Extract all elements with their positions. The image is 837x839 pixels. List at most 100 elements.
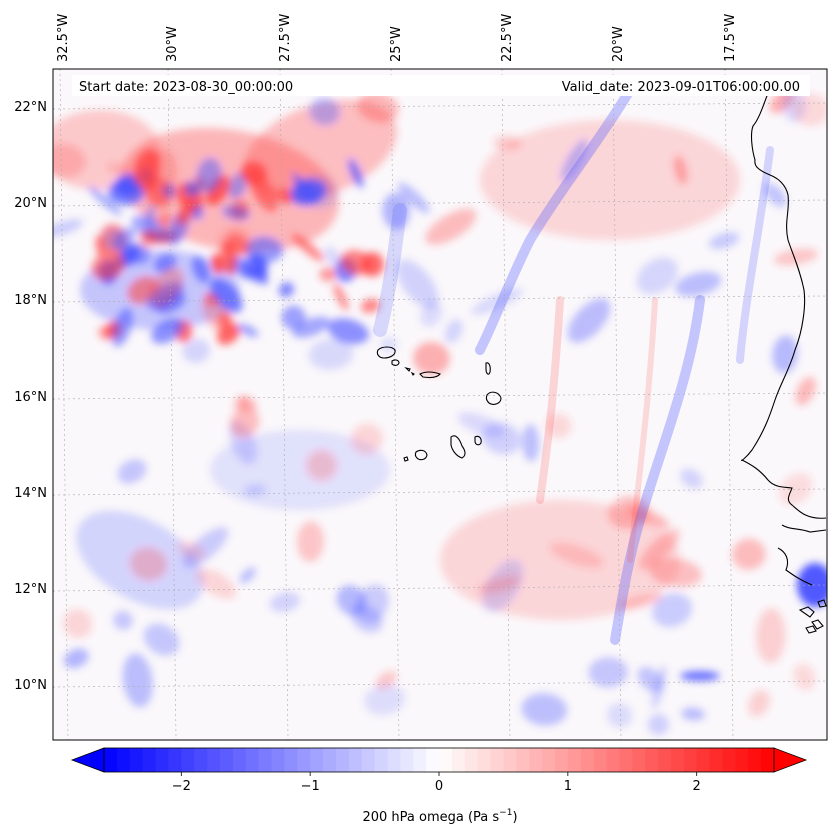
omega-streak [610, 295, 705, 645]
colorbar-step [670, 748, 685, 772]
omega-contour [567, 298, 611, 343]
omega-contour [764, 183, 787, 208]
omega-contour [201, 297, 236, 338]
colorbar-step [748, 748, 762, 772]
omega-contour [674, 155, 688, 185]
omega-contour [143, 623, 180, 656]
omega-contour [493, 135, 522, 151]
lat-label-12n: 12°N [14, 582, 47, 597]
omega-contour [206, 175, 230, 206]
omega-contour [221, 204, 250, 221]
omega-contour [192, 256, 210, 283]
colorbar-step [761, 748, 775, 772]
omega-contour [521, 693, 568, 726]
colorbar-step [335, 748, 350, 772]
colorbar: −2 −1 0 1 2 200 hPa omega (Pa s−1) [70, 747, 808, 825]
omega-contour [364, 684, 406, 716]
lat-label-18n: 18°N [14, 293, 47, 308]
omega-contour [647, 713, 669, 736]
cape-verde-santo-antao [376, 346, 396, 359]
colorbar-extend-low [70, 747, 105, 773]
omega-contour [773, 248, 818, 266]
colorbar-step [310, 748, 324, 772]
omega-contour [327, 318, 369, 345]
africa-coastline [741, 87, 827, 519]
lon-label-27-5w: 27.5°W [278, 14, 293, 62]
omega-contour [355, 584, 389, 623]
omega-streak [373, 203, 407, 337]
colorbar-step [658, 748, 672, 772]
gridlines [53, 69, 827, 740]
colorbar-step [284, 748, 298, 772]
colorbar-step [477, 748, 492, 772]
omega-contour [211, 253, 224, 274]
omega-contour [296, 521, 324, 562]
colorbar-step [104, 748, 118, 772]
omega-contour [545, 413, 572, 439]
colorbar-step [464, 748, 479, 772]
omega-contour [756, 608, 786, 664]
omega-contour [308, 338, 354, 370]
omega-contour [151, 318, 184, 344]
colorbar-step [323, 748, 337, 772]
map-frame [52, 68, 828, 741]
omega-contour [122, 653, 153, 708]
colorbar-step [645, 748, 659, 772]
omega-contour [210, 278, 243, 313]
lon-label-25w: 25°W [389, 26, 404, 62]
colorbar-step [580, 748, 595, 772]
cape-verde-sao-nicolau [419, 371, 441, 379]
omega-contour [797, 563, 827, 607]
colorbar-step [232, 748, 247, 772]
omega-contour [177, 540, 205, 561]
omega-contour [748, 690, 770, 717]
omega-contour [111, 308, 133, 347]
gridline-meridian [279, 69, 289, 740]
colorbar-step [554, 748, 569, 772]
colorbar-step [632, 748, 646, 772]
gridline-parallel [53, 488, 827, 496]
omega-contour [196, 568, 237, 600]
omega-contour [793, 663, 816, 691]
lat-label-20n: 20°N [14, 196, 47, 211]
omega-contour [63, 609, 93, 639]
lon-label-30w: 30°W [165, 26, 180, 62]
gridline-meridian [612, 69, 622, 740]
omega-contour [588, 657, 628, 688]
colorbar-step [735, 748, 749, 772]
map-panel: Start date: 2023-08-30_00:00:00 Valid_da… [52, 68, 828, 741]
omega-contour [218, 225, 252, 259]
omega-contour [549, 542, 604, 568]
omega-contour [425, 208, 477, 245]
omega-streak [475, 85, 635, 355]
gridline-parallel [53, 199, 827, 207]
omega-contour [413, 341, 450, 375]
omega-contour [792, 93, 827, 126]
cape-verde-sao-vicente [391, 359, 400, 366]
colorbar-step [297, 748, 311, 772]
omega-contour [638, 529, 680, 570]
omega-contour [269, 592, 301, 613]
cape-verde-boa-vista [485, 391, 502, 405]
omega-contour [471, 288, 524, 315]
longitude-labels: 32.5°W 30°W 27.5°W 25°W 22.5°W 20°W 17.5… [56, 14, 738, 62]
omega-contour [299, 173, 338, 209]
omega-contour [649, 558, 702, 587]
omega-contour [444, 319, 463, 344]
omega-contour [117, 459, 147, 484]
omega-contour [228, 172, 248, 200]
colorbar-step [439, 748, 453, 772]
omega-contour [182, 338, 211, 363]
lon-label-32-5w: 32.5°W [56, 14, 71, 62]
colorbar-step [374, 748, 388, 772]
omega-contour [177, 197, 196, 225]
omega-contour [237, 323, 259, 338]
omega-contour [63, 648, 89, 669]
omega-contour [319, 267, 337, 282]
gridline-meridian [167, 69, 177, 740]
colorbar-tick-label: 1 [564, 779, 572, 794]
omega-contour [348, 158, 364, 188]
omega-contour [147, 148, 177, 202]
omega-streak [536, 296, 564, 504]
bissagos-islands [798, 599, 827, 634]
